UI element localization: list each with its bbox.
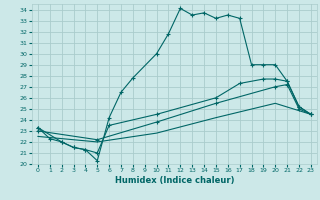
X-axis label: Humidex (Indice chaleur): Humidex (Indice chaleur) bbox=[115, 176, 234, 185]
